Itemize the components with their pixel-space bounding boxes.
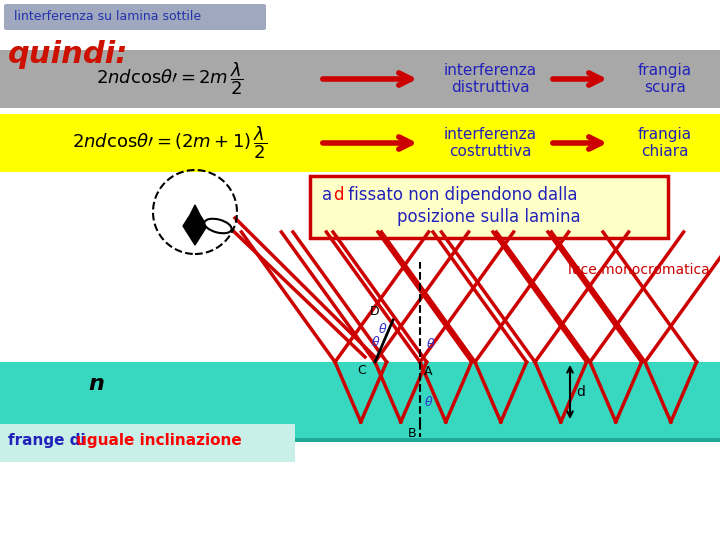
Text: d: d — [576, 385, 585, 399]
Text: luce monocromatica: luce monocromatica — [568, 263, 710, 277]
Text: B: B — [408, 427, 417, 440]
Text: $\theta$: $\theta$ — [426, 337, 436, 351]
Bar — [310, 176, 668, 238]
Text: a: a — [322, 186, 338, 204]
Bar — [0, 424, 295, 462]
Text: $2nd\mathrm{cos}\theta\prime = (2m+1)\,\dfrac{\lambda}{2}$: $2nd\mathrm{cos}\theta\prime = (2m+1)\,\… — [73, 125, 268, 161]
Text: interferenza
distruttiva: interferenza distruttiva — [444, 63, 536, 95]
Text: A: A — [424, 365, 433, 378]
Bar — [0, 114, 720, 172]
Text: fissato non dipendono dalla: fissato non dipendono dalla — [343, 186, 577, 204]
Bar — [0, 50, 720, 108]
Text: D: D — [369, 305, 379, 318]
Text: C: C — [357, 364, 366, 377]
Text: quindi:: quindi: — [8, 40, 128, 69]
Ellipse shape — [204, 219, 232, 233]
Text: linterferenza su lamina sottile: linterferenza su lamina sottile — [14, 10, 201, 24]
Text: $\theta$: $\theta$ — [371, 335, 380, 349]
Text: uguale inclinazione: uguale inclinazione — [76, 433, 242, 448]
Text: frangia
chiara: frangia chiara — [638, 127, 692, 159]
Text: $2nd\mathrm{cos}\theta\prime = 2m\,\dfrac{\lambda}{2}$: $2nd\mathrm{cos}\theta\prime = 2m\,\dfra… — [96, 60, 244, 97]
Bar — [0, 362, 720, 440]
Polygon shape — [183, 205, 207, 245]
Bar — [0, 438, 720, 442]
Text: frangia
scura: frangia scura — [638, 63, 692, 95]
Text: interferenza
costruttiva: interferenza costruttiva — [444, 127, 536, 159]
Text: n: n — [88, 374, 104, 394]
Text: d: d — [333, 186, 343, 204]
FancyBboxPatch shape — [4, 4, 266, 30]
Text: $\theta$: $\theta$ — [424, 395, 433, 409]
Text: posizione sulla lamina: posizione sulla lamina — [397, 208, 581, 226]
Text: $\theta$: $\theta$ — [377, 322, 387, 336]
Text: frange di: frange di — [8, 433, 91, 448]
